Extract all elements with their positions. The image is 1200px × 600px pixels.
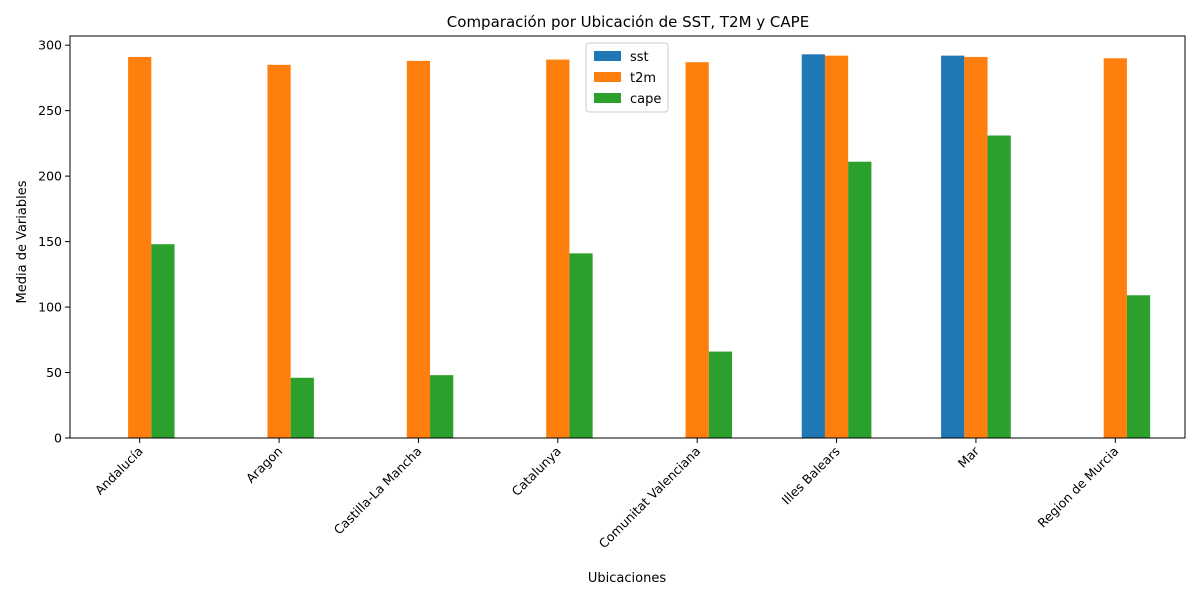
y-tick-label: 0 (54, 431, 62, 446)
bar-cape-5 (708, 351, 733, 438)
bar-sst-6 (801, 54, 825, 439)
bar-cape-4 (569, 253, 593, 438)
bar-cape-7 (987, 135, 1011, 438)
x-axis-label: Ubicaciones (588, 571, 666, 586)
bar-t2m-6 (824, 55, 849, 438)
chart-title: Comparación por Ubicación de SST, T2M y … (447, 13, 809, 31)
bar-cape-3 (430, 375, 454, 438)
bar-t2m-2 (267, 64, 291, 439)
bar-t2m-8 (1103, 58, 1127, 438)
legend-label-cape: cape (630, 92, 661, 107)
bar-t2m-5 (685, 62, 709, 438)
plot-frame (69, 35, 1186, 439)
bar-cape-2 (290, 377, 314, 438)
y-tick-label: 100 (38, 300, 62, 315)
bar-cape-8 (1126, 295, 1151, 438)
legend-swatch-sst (594, 51, 621, 61)
y-tick-label: 300 (38, 38, 62, 53)
y-tick-label: 200 (38, 169, 62, 184)
y-tick-label: 50 (46, 365, 62, 380)
bar-t2m-3 (406, 60, 431, 438)
bar-cape-1 (151, 244, 175, 438)
legend-swatch-cape (594, 93, 621, 103)
bar-cape-6 (848, 161, 872, 438)
y-axis-label: Media de Variables (15, 180, 30, 303)
bar-t2m-7 (964, 56, 988, 438)
bar-t2m-4 (546, 59, 570, 438)
y-tick-label: 250 (38, 103, 62, 118)
y-tick-label: 150 (38, 234, 62, 249)
bar-sst-7 (941, 55, 965, 438)
legend-label-t2m: t2m (630, 71, 656, 86)
legend-label-sst: sst (630, 50, 649, 65)
bar-t2m-1 (128, 56, 152, 438)
legend-swatch-t2m (594, 72, 621, 82)
